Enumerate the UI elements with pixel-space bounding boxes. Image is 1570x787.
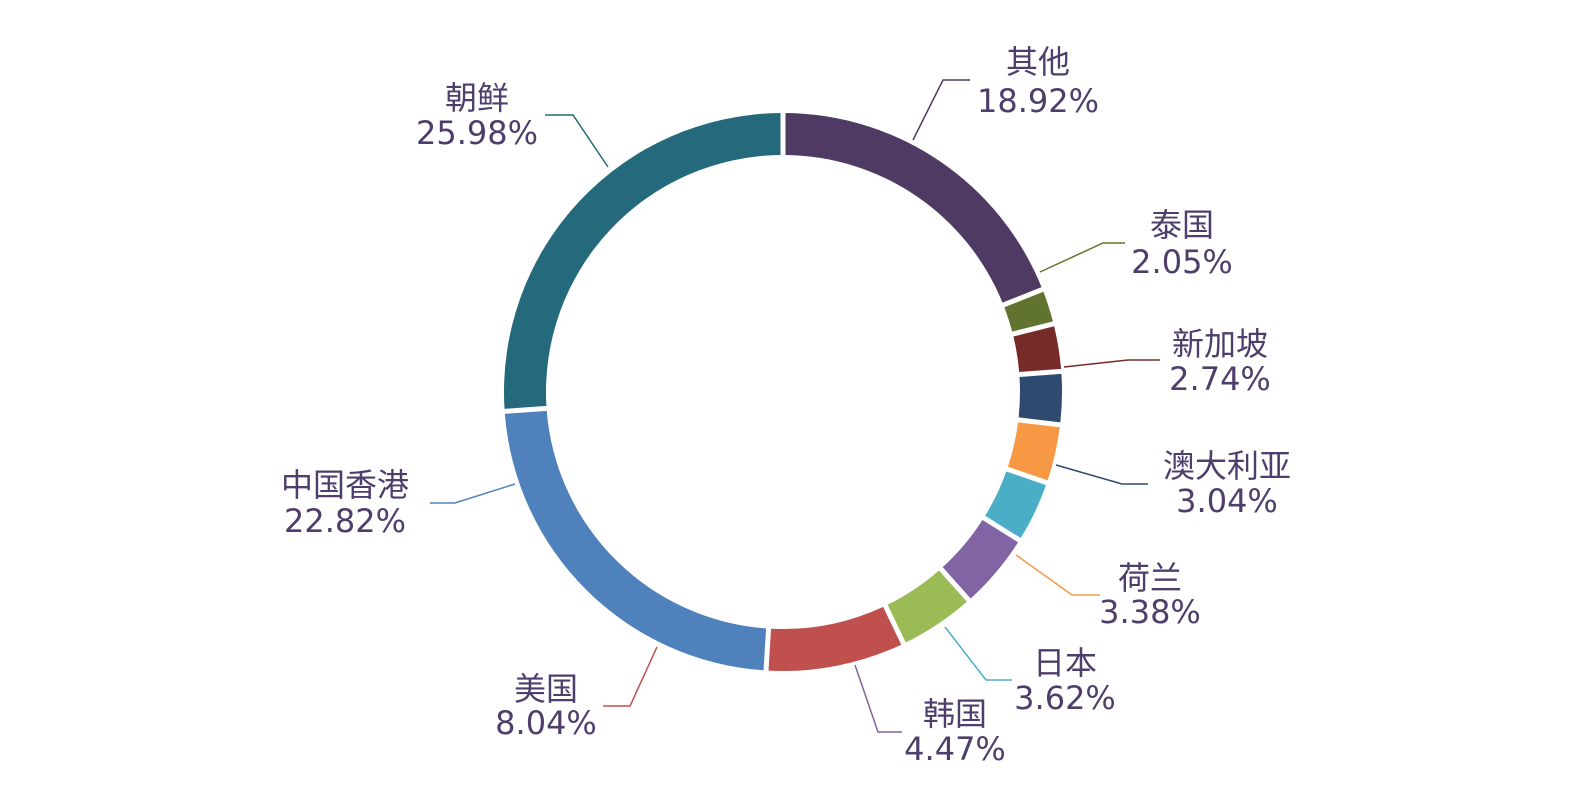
- slice-label-6: 韩国: [923, 695, 987, 733]
- leader-line-1: [1039, 242, 1125, 273]
- slice-percent-0: 18.92%: [977, 82, 1099, 120]
- leader-line-10: [545, 114, 609, 168]
- leader-line-5: [944, 626, 1012, 681]
- slice-label-8: 美国: [514, 670, 578, 708]
- leader-line-9: [430, 483, 516, 504]
- leader-line-3: [1055, 464, 1148, 485]
- slice-label-4: 荷兰: [1118, 559, 1182, 597]
- slice-percent-3: 3.04%: [1176, 482, 1278, 520]
- leader-line-6: [854, 664, 902, 733]
- donut-slice-5: [985, 471, 1047, 539]
- leader-line-2: [1063, 359, 1160, 368]
- slice-label-1: 泰国: [1150, 206, 1214, 244]
- leader-line-0: [912, 79, 970, 141]
- slice-percent-4: 3.38%: [1099, 593, 1201, 631]
- slice-label-10: 朝鲜: [445, 79, 509, 117]
- donut-slice-7: [887, 570, 967, 643]
- slice-percent-6: 4.47%: [904, 730, 1006, 768]
- leader-line-8: [603, 646, 658, 707]
- donut-slice-0: [785, 113, 1042, 303]
- donut-slices: [504, 113, 1062, 671]
- slice-percent-5: 3.62%: [1014, 679, 1116, 717]
- donut-slice-6: [942, 519, 1019, 599]
- slice-percent-9: 22.82%: [284, 502, 406, 540]
- slice-label-0: 其他: [1006, 43, 1070, 81]
- slice-label-5: 日本: [1033, 644, 1097, 682]
- leader-line-4: [1015, 554, 1100, 596]
- leader-lines: [430, 79, 1160, 733]
- donut-slice-4: [1007, 422, 1060, 481]
- donut-slice-8: [768, 606, 902, 671]
- slice-label-2: 新加坡: [1172, 325, 1268, 363]
- donut-slice-9: [504, 410, 767, 671]
- donut-slice-10: [504, 113, 781, 409]
- slice-label-9: 中国香港: [281, 466, 409, 504]
- donut-slice-1: [1004, 291, 1053, 332]
- slice-percent-1: 2.05%: [1131, 243, 1233, 281]
- slice-label-3: 澳大利亚: [1163, 447, 1291, 485]
- donut-slice-3: [1018, 373, 1062, 423]
- slice-percent-2: 2.74%: [1169, 360, 1271, 398]
- donut-slice-2: [1013, 326, 1062, 372]
- slice-percent-8: 8.04%: [495, 704, 597, 742]
- slice-percent-10: 25.98%: [416, 114, 538, 152]
